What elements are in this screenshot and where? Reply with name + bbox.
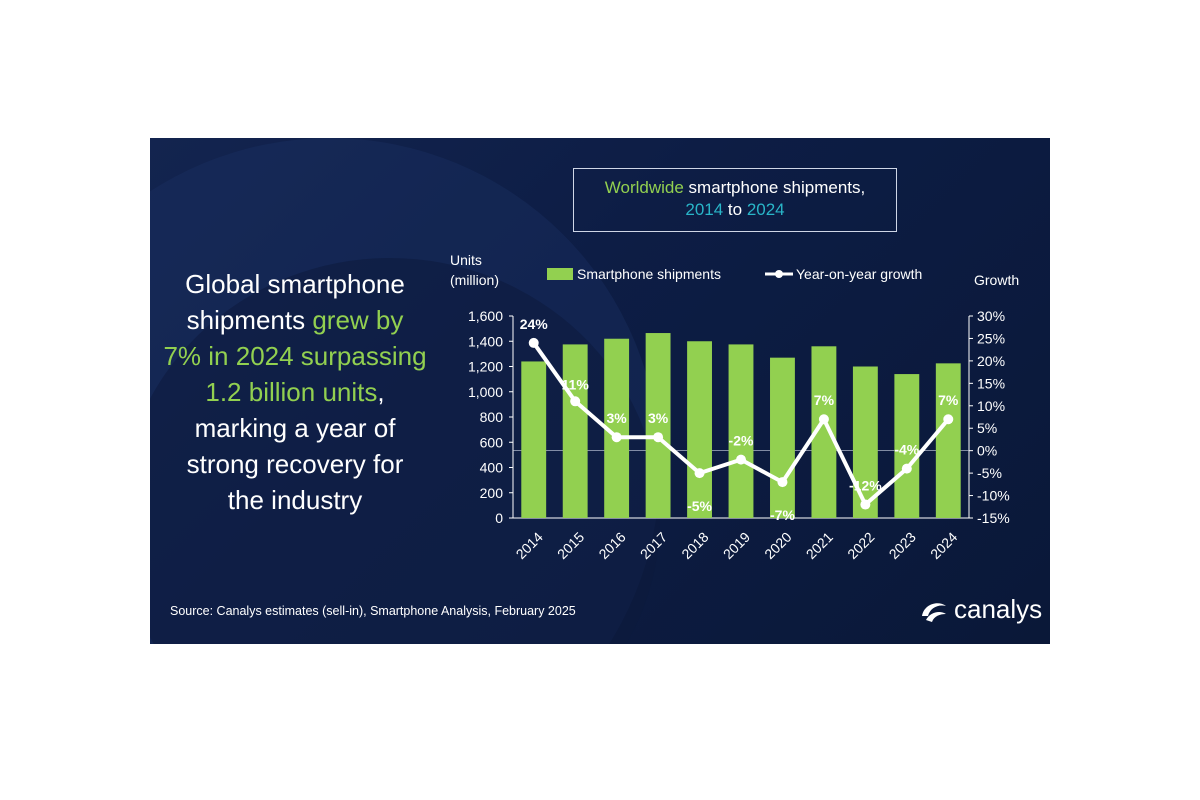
growth-label-2023: -4% [894, 442, 919, 458]
bar-2019 [728, 344, 754, 518]
growth-label-2015: 11% [562, 376, 590, 392]
growth-point-2019 [736, 454, 746, 465]
x-tick-label: 2018 [678, 529, 711, 562]
y-left-tick-label: 1,000 [468, 384, 503, 400]
y-right-tick-label: 15% [977, 375, 1005, 391]
growth-label-2022: -12% [849, 478, 882, 494]
headline-line2b: grew by [312, 305, 404, 335]
canalys-swoosh-logo-icon [922, 602, 946, 622]
bar-2024 [935, 363, 961, 518]
headline-line1: Global smartphone [185, 269, 405, 299]
headline-line4a: 1.2 billion units [205, 377, 378, 407]
y-left-tick-label: 0 [495, 510, 503, 526]
x-tick-label: 2020 [761, 529, 794, 562]
x-tick-label: 2021 [803, 529, 836, 562]
headline-line3: 7% in 2024 surpassing [163, 341, 427, 371]
x-tick-label: 2016 [595, 529, 628, 562]
y-left-tick-label: 800 [480, 409, 504, 425]
x-tick-label: 2022 [844, 529, 877, 562]
growth-label-2024: 7% [938, 392, 959, 408]
headline-line4: 1.2 billion units, [150, 374, 440, 410]
headline: Global smartphone shipments grew by 7% i… [150, 266, 440, 518]
x-tick-label: 2019 [720, 529, 753, 562]
source-note: Source: Canalys estimates (sell-in), Sma… [170, 604, 576, 618]
headline-line2a: shipments [186, 305, 313, 335]
title-worldwide: Worldwide [604, 178, 684, 197]
growth-point-2017 [653, 432, 664, 443]
bar-2015 [562, 344, 588, 518]
y-left-tick-label: 600 [480, 434, 504, 450]
growth-point-2023 [901, 463, 912, 474]
y-right-tick-label: -15% [977, 510, 1010, 526]
slide: Worldwide smartphone shipments, 2014 to … [150, 138, 1050, 644]
title-to: to [723, 200, 747, 219]
y-right-tick-label: 25% [977, 330, 1005, 346]
y-right-tick-label: 10% [977, 398, 1005, 414]
growth-point-2021 [818, 414, 829, 425]
y-right-tick-label: 30% [977, 308, 1005, 324]
y-right-tick-label: -10% [977, 488, 1010, 504]
title-year-end: 2024 [746, 200, 785, 219]
headline-line2: shipments grew by [150, 302, 440, 338]
bar-2014 [521, 361, 547, 518]
y-right-tick-label: 5% [977, 420, 997, 436]
bar-2017 [645, 333, 671, 518]
growth-point-2016 [611, 432, 622, 443]
x-tick-label: 2015 [554, 529, 587, 562]
y-left-tick-label: 1,400 [468, 333, 503, 349]
canalys-logo: canalys [918, 594, 1042, 625]
bar-2023 [894, 374, 920, 518]
title-year-start: 2014 [685, 200, 724, 219]
legend-line-label: Year-on-year growth [796, 266, 922, 282]
legend-bar-label: Smartphone shipments [577, 266, 721, 282]
y-left-axis-title: Units [450, 252, 482, 268]
x-tick-label: 2023 [886, 529, 919, 562]
y-left-tick-label: 1,200 [468, 359, 503, 375]
headline-line6: strong recovery for [186, 449, 404, 479]
bar-2020 [770, 357, 795, 518]
growth-label-2019: -2% [729, 433, 754, 449]
bar-2018 [687, 341, 712, 518]
y-right-tick-label: 0% [977, 443, 997, 459]
bar-2022 [852, 366, 878, 518]
y-left-tick-label: 1,600 [468, 308, 503, 324]
y-right-tick-label: -5% [977, 465, 1002, 481]
y-left-axis-title-unit: (million) [450, 272, 499, 288]
growth-point-2020 [777, 477, 788, 488]
growth-point-2015 [570, 396, 581, 407]
growth-label-2017: 3% [648, 410, 669, 426]
chart: 0 200 400 600 800 1,000 1,200 1,400 1,600 -15% -10… [450, 252, 1019, 562]
legend-line-marker [775, 270, 783, 278]
chart-title-box: Worldwide smartphone shipments, 2014 to … [573, 168, 897, 232]
y-right-axis-title: Growth [974, 272, 1019, 288]
x-tick-label: 2014 [513, 529, 546, 562]
logo-text: canalys [954, 594, 1043, 624]
chart-title-line1: Worldwide smartphone shipments, [574, 177, 896, 199]
growth-label-2020: -7% [770, 507, 795, 523]
x-tick-label: 2017 [637, 529, 670, 562]
headline-line7: the industry [227, 485, 363, 515]
y-left-tick-label: 200 [480, 485, 504, 501]
chart-title-line2: 2014 to 2024 [574, 199, 896, 221]
headline-line4b: , [377, 377, 385, 407]
growth-label-2018: -5% [687, 498, 712, 514]
growth-point-2014 [528, 337, 539, 348]
title-main: smartphone shipments, [683, 178, 866, 197]
growth-label-2021: 7% [814, 392, 835, 408]
x-tick-label: 2024 [927, 529, 960, 562]
growth-point-2024 [943, 414, 954, 425]
y-left-tick-label: 400 [480, 460, 504, 476]
growth-point-2022 [860, 499, 871, 510]
headline-line5: marking a year of [194, 413, 396, 443]
growth-point-2018 [694, 468, 705, 479]
legend-bar-swatch [547, 268, 573, 280]
growth-label-2014: 24% [520, 316, 549, 332]
growth-label-2016: 3% [607, 410, 628, 426]
y-right-tick-label: 20% [977, 353, 1005, 369]
